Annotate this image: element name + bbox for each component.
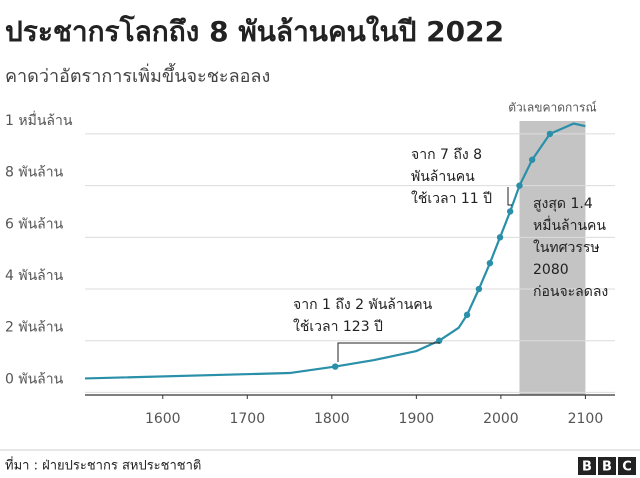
point [528,156,536,163]
annotation: จาก 7 ถึง 8 [411,147,482,163]
y-tick-label: 2 พันล้าน [5,320,64,336]
chart-subtitle: คาดว่าอัตราการเพิ่มขึ้นจะชะลอลง [5,63,270,87]
logo-box [618,457,636,475]
annotation: จาก 1 ถึง 2 พันล้านคน [293,297,433,313]
annotation: ในทศวรรษ [533,239,600,256]
y-tick-label: 1 หมื่นล้าน [5,111,73,129]
x-tick-label: 1700 [229,411,265,427]
annotation: พันล้านคน [411,169,475,185]
x-tick-label: 1600 [145,411,181,427]
x-tick-label: 1800 [314,411,350,427]
y-tick-label: 0 พันล้าน [5,371,64,387]
point [332,363,339,370]
logo-letter: C [622,460,632,475]
chart-title: ประชากรโลกถึง 8 พันล้านคนในปี 2022 [5,14,504,48]
y-tick-label: 6 พันล้าน [5,216,64,232]
forecast-band [519,121,586,395]
x-tick-label: 2100 [568,411,604,427]
annotation: ใช้เวลา 123 ปี [293,318,383,335]
forecast-label: ตัวเลขคาดการณ์ [508,101,596,115]
point [435,337,443,344]
point [506,208,514,215]
logo-letter: B [582,460,592,475]
annotation: สูงสุด 1.4 [533,196,593,212]
point [486,259,494,267]
x-tick-label: 1900 [399,411,435,427]
logo-box [598,457,616,475]
y-tick-label: 8 พันล้าน [5,165,64,181]
point [496,234,504,241]
bracket [507,187,512,206]
logo-letter: B [602,460,612,475]
annotation: ใช้เวลา 11 ปี [411,190,492,207]
point [463,311,471,319]
point [516,182,523,189]
x-tick-label: 2000 [483,411,519,427]
source: ที่มา : ฝ่ายประชากร สหประชาชาติ [5,457,201,474]
annotation: หมื่นล้านคน [533,216,606,234]
logo-box [578,457,596,475]
bracket [337,342,440,362]
y-tick-label: 4 พันล้าน [5,268,64,284]
point [475,285,483,293]
point [546,130,554,138]
annotation: 2080 [533,262,569,278]
annotation: ก่อนจะลดลง [533,284,608,300]
